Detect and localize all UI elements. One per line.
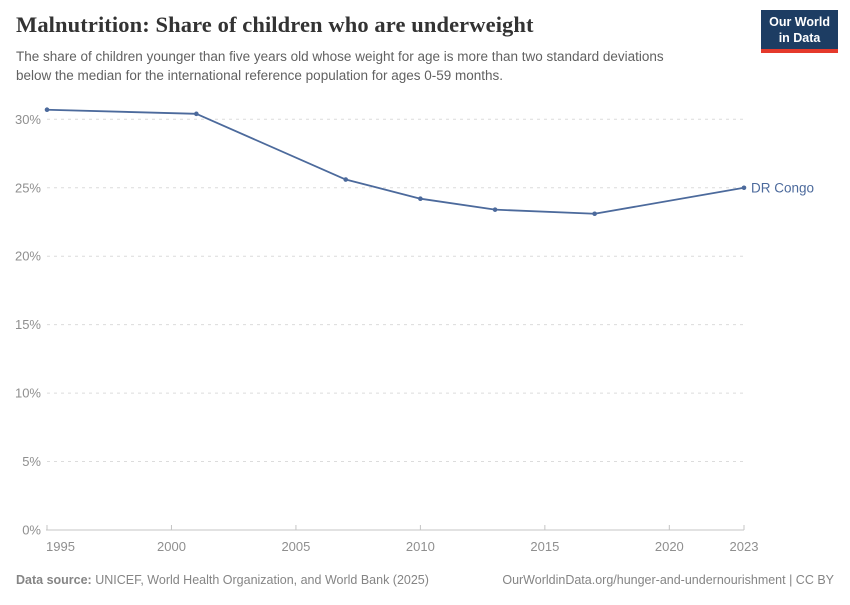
credit-link[interactable]: OurWorldinData.org/hunger-and-undernouri… xyxy=(502,573,834,587)
x-axis-label-1995: 1995 xyxy=(46,539,75,554)
data-point-DR Congo-1995[interactable] xyxy=(44,107,50,113)
owid-logo[interactable]: Our World in Data xyxy=(761,10,838,54)
data-point-DR Congo-2023[interactable] xyxy=(741,185,747,191)
series-line-DR Congo[interactable] xyxy=(46,108,745,215)
owid-logo-line2: in Data xyxy=(778,30,821,45)
x-axis-label-2005: 2005 xyxy=(281,539,310,554)
x-axis-label-2023: 2023 xyxy=(730,539,759,554)
data-point-DR Congo-2017[interactable] xyxy=(592,211,597,217)
y-axis-label-5%: 5% xyxy=(22,454,41,469)
subtitle-line-1: The share of children younger than five … xyxy=(16,49,664,64)
chart-footer: Data source: UNICEF, World Health Organi… xyxy=(16,573,834,587)
subtitle-line-2: below the median for the international r… xyxy=(16,68,504,84)
x-axis-label-2000: 2000 xyxy=(157,539,186,554)
chart-header: Malnutrition: Share of children who are … xyxy=(16,12,750,85)
series-label-DR Congo[interactable]: DR Congo xyxy=(751,180,814,195)
x-axis-label-2010: 2010 xyxy=(406,539,435,554)
x-axis-label-2020: 2020 xyxy=(655,539,684,554)
data-source: Data source: UNICEF, World Health Organi… xyxy=(16,573,429,587)
y-axis-label-25%: 25% xyxy=(15,180,41,195)
chart-subtitle: The share of children younger than five … xyxy=(16,47,750,85)
page-title: Malnutrition: Share of children who are … xyxy=(16,12,534,37)
y-axis-label-0%: 0% xyxy=(22,523,41,538)
y-axis-label-15%: 15% xyxy=(15,317,41,332)
data-point-DR Congo-2007[interactable] xyxy=(343,177,349,182)
y-axis-label-10%: 10% xyxy=(15,386,41,401)
owid-logo-line1: Our World xyxy=(769,15,830,29)
x-axis-label-2015: 2015 xyxy=(530,539,559,554)
data-point-DR Congo-2010[interactable] xyxy=(418,196,423,202)
y-axis-label-30%: 30% xyxy=(15,112,41,127)
data-source-label: Data source: xyxy=(16,573,92,587)
y-axis-label-20%: 20% xyxy=(15,249,41,264)
data-point-DR Congo-2013[interactable] xyxy=(492,207,498,212)
data-point-DR Congo-2001[interactable] xyxy=(194,111,199,117)
data-source-text: UNICEF, World Health Organization, and W… xyxy=(91,573,429,587)
